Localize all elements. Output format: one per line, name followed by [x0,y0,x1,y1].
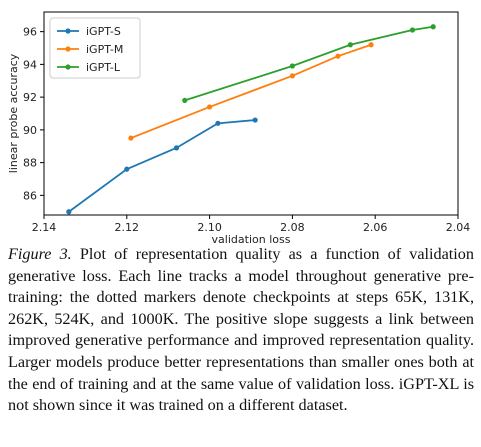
data-point [289,73,295,79]
x-tick-label: 2.12 [115,221,140,234]
legend-label: iGPT-M [86,43,123,56]
x-tick-label: 2.10 [197,221,222,234]
series-layer [66,24,436,215]
data-point [215,120,221,126]
legend-marker [65,46,71,52]
caption-label: Figure 3. [8,245,72,263]
y-tick-label: 94 [23,58,37,71]
y-tick-label: 90 [23,124,37,137]
data-point [335,53,341,59]
x-tick-label: 2.08 [280,221,305,234]
series-line [68,119,256,213]
legend-marker [65,64,71,70]
data-point [430,24,436,30]
axes: 2.14 2.12 2.10 2.08 2.06 2.04 86 88 90 92 94 96 vali… [7,11,471,245]
legend-box [49,17,141,79]
data-point [173,145,180,151]
y-tick-label: 88 [23,157,37,170]
data-point [252,117,258,123]
series-line [184,25,434,102]
series-line [130,43,372,139]
x-tick-label: 2.06 [363,221,388,234]
legend-label: iGPT-L [86,61,121,74]
y-tick-label: 92 [23,91,37,104]
data-point [368,42,374,48]
data-point [182,97,188,104]
data-point [66,209,72,215]
x-tick-label: 2.04 [446,221,471,234]
series-igpt-l [182,24,436,104]
legend-marker [65,28,71,34]
x-tick-label: 2.14 [32,221,57,234]
y-tick-label: 96 [23,26,37,39]
y-tick-label: 86 [23,189,37,202]
data-point [207,104,213,110]
data-point [347,42,353,48]
legend: iGPT-S iGPT-M iGPT-L [49,17,141,79]
legend-label: iGPT-S [86,25,121,38]
data-point [289,63,295,69]
caption-text: Plot of representation quality as a func… [8,245,474,415]
data-point [409,27,416,33]
plot-frame [43,11,459,216]
data-point [124,166,130,172]
series-igpt-m [128,42,374,141]
figure-caption: Figure 3. Plot of representation quality… [8,244,474,417]
line-chart: 2.14 2.12 2.10 2.08 2.06 2.04 86 88 90 92 94 96 vali… [7,11,471,245]
x-axis-label: validation loss [212,233,291,245]
data-point [128,135,134,141]
y-axis-label: linear probe accuracy [7,53,20,173]
series-igpt-s [66,117,258,215]
